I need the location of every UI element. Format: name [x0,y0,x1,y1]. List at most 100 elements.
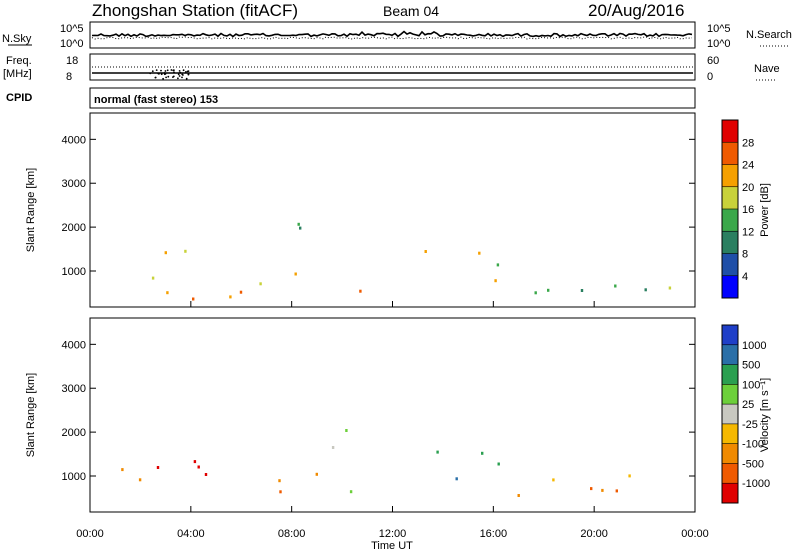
power-cell [166,291,169,295]
vel-ytick-label: 2000 [62,427,86,439]
vel-colorbar-frame [721,324,739,504]
nave-dip-points [149,69,190,80]
vel-colorbar-tick-label: -500 [742,458,764,470]
power-cell [192,297,195,301]
x-tick-label: 12:00 [379,528,407,540]
vel-colorbar-swatch [722,423,738,444]
vel-colorbar-swatch [722,463,738,484]
power-cell [239,290,243,294]
power-y-label: Slant Range [km] [25,168,37,252]
nsky-series [91,30,693,38]
nave-dip-point [181,76,183,79]
power-colorbar-tick-label: 28 [742,137,754,149]
nsearch-tick-high: 10^5 [707,23,731,35]
station-title: Zhongshan Station (fitACF) [92,1,298,20]
x-tick-label: 08:00 [278,528,306,540]
nave-dip-point [178,75,181,77]
x-axis-label: Time UT [371,540,413,552]
vel-cell [138,478,142,482]
vel-cell [197,465,200,469]
nave-dip-point [178,70,181,72]
power-colorbar-tick-label: 16 [742,204,754,216]
nave-dip-point [157,72,160,75]
x-tick-label: 00:00 [76,528,104,540]
vel-cell [315,472,318,476]
nave-tick-low: 0 [707,71,713,83]
vel-cell [436,450,439,454]
power-colorbar-tick-label: 12 [742,226,754,238]
vel-colorbar-tick-label: 100 [742,379,760,391]
power-cell [614,284,617,288]
power-cell [229,295,232,299]
vel-colorbar-swatch [722,364,738,385]
cpid-label: CPID [6,92,32,104]
nave-dip-point [154,76,157,79]
nave-dip-point [160,69,162,72]
nave-label: Nave [754,63,780,75]
nsky-tick-high: 10^5 [60,23,84,35]
nave-dip-point [170,69,173,71]
nsearch-tick-low: 10^0 [707,38,731,50]
vel-cell [615,489,618,493]
power-colorbar-tick-label: 8 [742,249,748,261]
power-colorbar-swatch [722,231,738,254]
velocity-cells [121,429,631,497]
nsky-tick-low: 10^0 [60,38,84,50]
nave-dip-point [162,77,165,80]
vel-cell [193,460,197,464]
nsearch-series [91,36,693,40]
power-cell [496,263,500,267]
nave-dip-point [155,69,158,71]
vel-cell [278,479,281,483]
power-colorbar-swatch [722,209,738,232]
power-y-ticks: 1000 2000 3000 4000 [62,134,695,278]
power-colorbar: 4 8 12 16 20 24 28 [721,119,754,299]
power-cell [668,286,672,290]
vel-cell [331,446,335,449]
velocity-y-label: Slant Range [km] [25,373,37,457]
vel-colorbar-tick-label: 500 [742,360,760,372]
vel-ytick-label: 1000 [62,471,86,483]
nave-tick-high: 60 [707,55,719,67]
nave-dip-point [187,73,190,76]
nave-dip-point [151,70,154,73]
nave-dip-point [165,76,168,79]
x-tick-label: 04:00 [177,528,205,540]
power-colorbar-swatch [722,253,738,276]
power-colorbar-tick-label: 4 [742,271,748,283]
vel-cell [279,490,282,494]
vel-colorbar-tick-label: -25 [742,419,758,431]
vel-colorbar-swatch [722,483,738,503]
nave-dip-point [186,70,189,73]
nave-dip-point [160,73,163,76]
power-cell [299,226,302,230]
nave-dip-point [185,71,187,73]
nave-dip-point [179,72,182,74]
nave-dip-point [177,77,179,80]
vel-colorbar-tick-label: -100 [742,439,764,451]
power-colorbar-tick-label: 24 [742,160,754,172]
power-cell [478,251,481,255]
nave-dip-point [173,69,175,72]
power-ytick-label: 3000 [62,178,86,190]
nave-dip-point [163,72,166,74]
velocity-y-ticks: 1000 2000 3000 4000 [62,339,695,483]
vel-colorbar-swatch [722,384,738,405]
velocity-x-ticks: 00:00 04:00 08:00 12:00 16:00 20:00 00:00 [76,301,709,540]
freq-label: Freq. [6,55,32,67]
vel-colorbar-swatch [722,344,738,365]
nave-dip-point [149,72,152,75]
vel-colorbar-swatch [722,325,738,345]
vel-cell [552,478,555,482]
power-cell [547,288,550,292]
date-label: 20/Aug/2016 [588,1,684,20]
x-tick-label: 20:00 [580,528,608,540]
vel-colorbar-tick-label: 25 [742,399,754,411]
nave-dip-point [177,73,180,76]
nsearch-label: N.Search [746,29,792,41]
vel-cell [628,474,631,478]
power-cell [297,222,300,226]
power-cell [294,272,297,276]
power-cell [151,276,155,280]
power-cell [359,289,362,293]
